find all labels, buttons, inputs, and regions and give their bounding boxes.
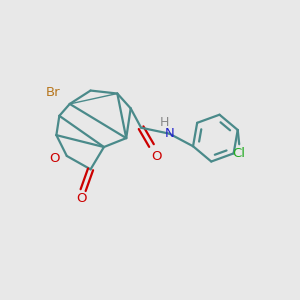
Text: O: O [50,152,60,165]
Text: Cl: Cl [232,147,245,160]
Text: Br: Br [46,86,61,99]
Text: O: O [152,150,162,163]
Text: H: H [159,116,169,129]
Text: N: N [164,127,174,140]
Text: O: O [76,192,87,205]
